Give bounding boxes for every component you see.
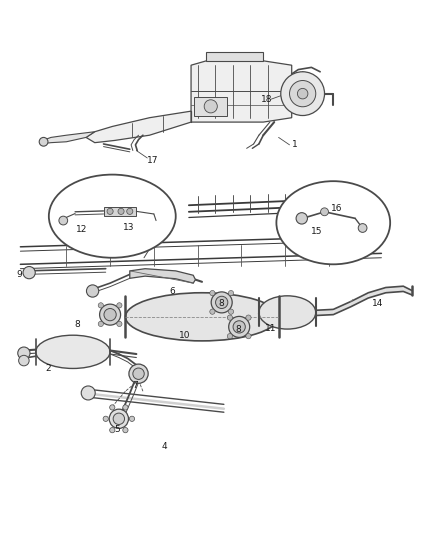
Polygon shape (403, 286, 411, 295)
Ellipse shape (258, 296, 315, 329)
Circle shape (127, 208, 133, 214)
Circle shape (357, 224, 366, 232)
Circle shape (99, 304, 120, 325)
Text: 5: 5 (113, 425, 119, 434)
FancyBboxPatch shape (194, 96, 226, 116)
Circle shape (320, 208, 328, 216)
Polygon shape (130, 269, 195, 283)
Polygon shape (86, 111, 191, 143)
Text: 8: 8 (218, 299, 224, 308)
Circle shape (123, 405, 128, 410)
Circle shape (211, 292, 232, 313)
Circle shape (129, 364, 148, 383)
Text: 4: 4 (162, 442, 167, 451)
Text: 18: 18 (261, 95, 272, 104)
Circle shape (129, 416, 134, 422)
Text: 10: 10 (178, 331, 190, 340)
Text: 12: 12 (76, 225, 87, 234)
Circle shape (227, 315, 232, 320)
Circle shape (359, 198, 367, 207)
Circle shape (109, 409, 128, 429)
Circle shape (215, 296, 227, 309)
Text: 9: 9 (16, 270, 21, 279)
Circle shape (228, 309, 233, 314)
Circle shape (113, 413, 124, 424)
Circle shape (297, 88, 307, 99)
Circle shape (39, 138, 48, 146)
Circle shape (117, 321, 122, 327)
Polygon shape (367, 287, 385, 298)
Circle shape (228, 290, 233, 296)
Circle shape (228, 317, 249, 337)
Text: 17: 17 (147, 156, 159, 165)
Circle shape (209, 309, 215, 314)
Polygon shape (191, 61, 291, 122)
Circle shape (245, 334, 251, 339)
Circle shape (18, 347, 30, 359)
Circle shape (204, 100, 217, 113)
Text: 16: 16 (330, 204, 342, 213)
Text: 11: 11 (265, 324, 276, 333)
Text: 2: 2 (45, 364, 51, 373)
Circle shape (98, 321, 103, 327)
Circle shape (59, 216, 67, 225)
Circle shape (359, 205, 367, 214)
Text: 14: 14 (371, 299, 383, 308)
Circle shape (209, 290, 215, 296)
Polygon shape (385, 286, 403, 293)
Circle shape (123, 427, 128, 433)
Polygon shape (332, 302, 350, 314)
Text: 8: 8 (74, 320, 80, 329)
Polygon shape (206, 52, 263, 61)
Circle shape (118, 208, 124, 214)
Circle shape (98, 303, 103, 308)
Circle shape (103, 416, 108, 422)
Polygon shape (43, 132, 95, 143)
Circle shape (133, 368, 144, 379)
Circle shape (86, 285, 99, 297)
Circle shape (18, 356, 29, 366)
Ellipse shape (35, 335, 110, 368)
Circle shape (233, 321, 245, 333)
Text: 8: 8 (234, 326, 240, 334)
Text: 15: 15 (310, 227, 321, 236)
Polygon shape (350, 293, 367, 307)
Text: 1: 1 (291, 140, 297, 149)
Ellipse shape (125, 293, 278, 341)
Circle shape (289, 80, 315, 107)
Circle shape (295, 213, 307, 224)
Text: 6: 6 (169, 287, 175, 296)
Circle shape (117, 303, 122, 308)
Circle shape (104, 309, 116, 321)
Circle shape (81, 386, 95, 400)
Circle shape (107, 208, 113, 214)
Circle shape (110, 405, 115, 410)
Circle shape (23, 266, 35, 279)
Ellipse shape (49, 175, 175, 258)
Polygon shape (315, 309, 332, 316)
Circle shape (227, 334, 232, 339)
Circle shape (245, 315, 251, 320)
Text: 13: 13 (123, 223, 134, 232)
Circle shape (110, 427, 115, 433)
FancyBboxPatch shape (103, 207, 136, 216)
Text: 7: 7 (132, 381, 138, 390)
Circle shape (280, 72, 324, 116)
Ellipse shape (276, 181, 389, 264)
